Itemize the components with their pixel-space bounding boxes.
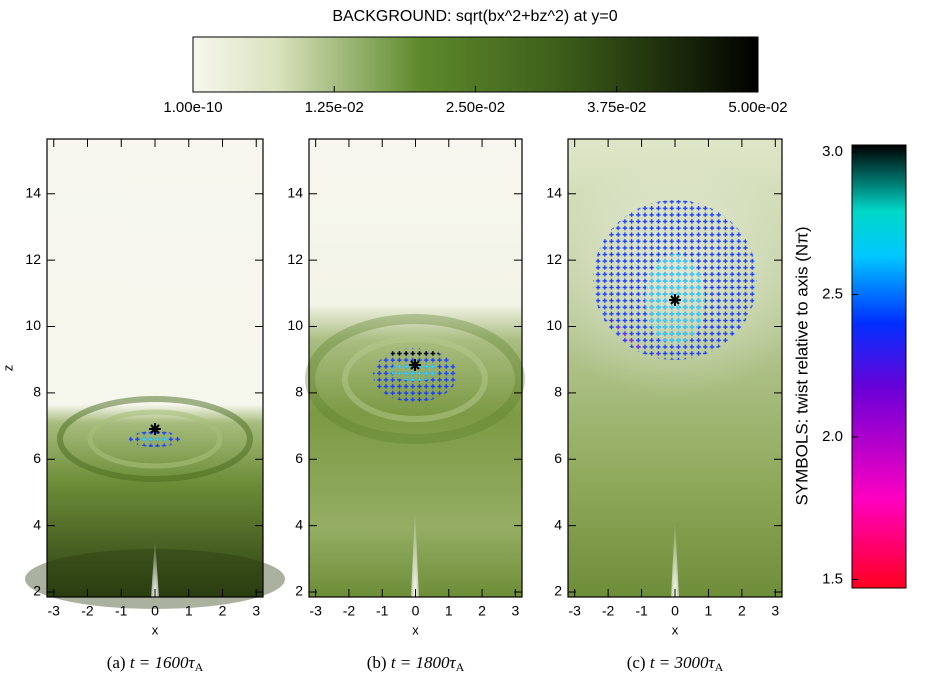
x-tick-label: -3: [309, 603, 322, 619]
colorbar-tick-label: 2.50e-02: [446, 99, 505, 116]
y-tick-label: 2: [554, 583, 562, 599]
y-tick-label: 10: [287, 317, 303, 333]
panel-a-field: [25, 139, 285, 609]
x-tick-label: -3: [48, 603, 61, 619]
x-axis-label: x: [672, 622, 679, 637]
y-tick-label: 14: [546, 184, 562, 200]
x-tick-label: 0: [412, 603, 420, 619]
y-tick-label: 12: [546, 251, 562, 267]
x-tick-label: 2: [478, 603, 486, 619]
x-tick-label: 2: [219, 603, 227, 619]
x-tick-label: -1: [115, 603, 128, 619]
y-tick-label: 2: [295, 583, 303, 599]
caption-subscript: A: [456, 660, 465, 674]
symbol-colorbar-label: SYMBOLS: twist relative to axis (Nπ): [792, 226, 811, 505]
colorbar-tick-label: 3.75e-02: [587, 99, 646, 116]
y-tick-label: 4: [554, 516, 562, 532]
y-tick-label: 2: [33, 583, 41, 599]
y-tick-label: 8: [295, 384, 303, 400]
x-axis-label: x: [152, 622, 159, 637]
y-tick-label: 4: [295, 516, 303, 532]
y-tick-label: 12: [25, 251, 41, 267]
x-tick-label: 0: [151, 603, 159, 619]
y-tick-label: 14: [25, 184, 41, 200]
x-tick-label: -2: [343, 603, 356, 619]
y-tick-label: 6: [33, 450, 41, 466]
caption-label: (a): [107, 653, 126, 672]
colorbar-tick-label: 1.25e-02: [305, 99, 364, 116]
panel-c-field: [535, 139, 815, 597]
caption-label: (b): [367, 653, 387, 672]
x-tick-label: 0: [671, 603, 679, 619]
caption-time: t = 1600τ: [130, 653, 196, 672]
caption: (c) t = 3000τA: [627, 653, 724, 674]
y-tick-label: 12: [287, 251, 303, 267]
colorbar-tick-label: 1.00e-10: [163, 99, 222, 116]
symbol-colorbar-tick-label: 3.0: [822, 143, 843, 160]
caption: (b) t = 1800τA: [367, 653, 465, 674]
caption-time: t = 3000τ: [650, 653, 716, 672]
y-tick-label: 6: [554, 450, 562, 466]
caption-time: t = 1800τ: [391, 653, 457, 672]
x-tick-label: -2: [81, 603, 94, 619]
caption: (a) t = 1600τA: [107, 653, 204, 674]
symbol-colorbar-tick-label: 2.5: [822, 286, 843, 303]
x-tick-label: 1: [705, 603, 713, 619]
x-tick-label: -2: [602, 603, 615, 619]
colorbar-tick-label: 5.00e-02: [728, 99, 787, 116]
caption-subscript: A: [715, 660, 724, 674]
x-tick-label: 2: [738, 603, 746, 619]
y-axis-label: z: [0, 365, 15, 372]
y-tick-label: 14: [287, 184, 303, 200]
x-axis-label: x: [412, 622, 419, 637]
x-tick-label: 1: [445, 603, 453, 619]
caption-subscript: A: [195, 660, 204, 674]
x-tick-label: 1: [185, 603, 193, 619]
symbol-colorbar-tick-label: 2.0: [822, 428, 843, 445]
x-tick-label: 3: [252, 603, 260, 619]
y-tick-label: 4: [33, 516, 41, 532]
y-tick-label: 10: [546, 317, 562, 333]
panel-b-field: [305, 139, 525, 597]
x-tick-label: -1: [635, 603, 648, 619]
symbol-colorbar: [851, 144, 907, 589]
colorbar-title: BACKGROUND: sqrt(bx^2+bz^2) at y=0: [332, 8, 617, 25]
x-tick-label: 3: [511, 603, 519, 619]
y-tick-label: 10: [25, 317, 41, 333]
caption-label: (c): [627, 653, 646, 672]
symbol-colorbar-tick-label: 1.5: [822, 570, 843, 587]
x-tick-label: -3: [568, 603, 581, 619]
x-tick-label: 3: [771, 603, 779, 619]
x-tick-label: -1: [376, 603, 389, 619]
y-tick-label: 8: [33, 384, 41, 400]
y-tick-label: 6: [295, 450, 303, 466]
colorbar: [192, 36, 759, 93]
y-tick-label: 8: [554, 384, 562, 400]
